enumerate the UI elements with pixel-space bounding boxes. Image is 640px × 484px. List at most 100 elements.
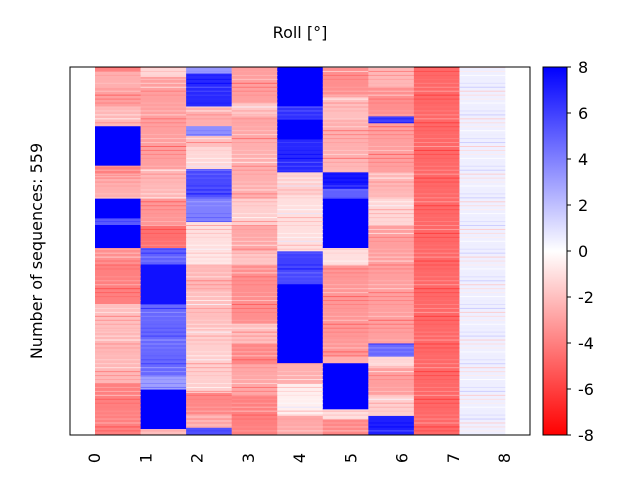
heatmap-stripe [368, 130, 415, 132]
heatmap-stripe [140, 363, 187, 365]
heatmap-stripe [322, 355, 369, 357]
heatmap-stripe [459, 327, 506, 329]
heatmap-stripe [140, 157, 187, 159]
heatmap-cell [140, 169, 187, 199]
heatmap-stripe [95, 268, 141, 270]
heatmap-stripe [459, 70, 506, 72]
heatmap-stripe [95, 379, 141, 381]
heatmap-stripe [186, 347, 232, 349]
heatmap-stripe [140, 382, 187, 384]
heatmap-stripe [231, 70, 278, 72]
heatmap-cell [322, 198, 369, 249]
heatmap-stripe [231, 288, 278, 290]
heatmap-stripe [186, 303, 232, 305]
heatmap-stripe [277, 394, 324, 396]
colorbar-tick-label: -8 [578, 426, 594, 445]
heatmap-stripe [186, 228, 232, 230]
heatmap-stripe [322, 347, 369, 349]
heatmap-stripe [95, 165, 141, 167]
heatmap-stripe [186, 142, 232, 144]
heatmap-stripe [322, 252, 369, 254]
heatmap-stripe [459, 118, 506, 120]
heatmap-stripe [231, 252, 278, 254]
heatmap-stripe [140, 126, 187, 128]
heatmap-stripe [95, 386, 141, 388]
heatmap-stripe [413, 426, 460, 428]
heatmap-stripe [95, 288, 141, 290]
heatmap-stripe [186, 284, 232, 286]
heatmap-cell [140, 67, 187, 78]
heatmap-stripe [231, 363, 278, 365]
colorbar-tick-label: 6 [578, 104, 588, 123]
heatmap-stripe [459, 201, 506, 203]
heatmap-cell [186, 330, 232, 364]
heatmap-stripe [231, 244, 278, 246]
heatmap-stripe [277, 264, 324, 266]
heatmap-stripe [186, 406, 232, 408]
heatmap-cell [277, 336, 324, 364]
heatmap-stripe [231, 260, 278, 262]
heatmap-stripe [186, 209, 232, 211]
heatmap-stripe [368, 422, 415, 424]
heatmap-stripe [322, 276, 369, 278]
heatmap-stripe [322, 268, 369, 270]
heatmap-stripe [322, 351, 369, 353]
heatmap-stripe [140, 327, 187, 329]
heatmap-stripe [95, 351, 141, 353]
heatmap-cell [368, 366, 415, 397]
heatmap-stripe [95, 307, 141, 309]
heatmap-stripe [322, 284, 369, 286]
heatmap-stripe [140, 213, 187, 215]
heatmap-cell [231, 67, 278, 104]
heatmap-stripe [322, 272, 369, 274]
heatmap-stripe [231, 217, 278, 219]
heatmap-stripe [231, 142, 278, 144]
heatmap-stripe [186, 300, 232, 302]
heatmap-stripe [140, 78, 187, 80]
heatmap-stripe [140, 197, 187, 199]
heatmap-stripe [277, 197, 324, 199]
heatmap-stripe [368, 375, 415, 377]
heatmap-stripe [368, 213, 415, 215]
heatmap-stripe [413, 272, 460, 274]
heatmap-stripe [231, 406, 278, 408]
heatmap-stripe [322, 110, 369, 112]
colorbar-tick-label: 8 [578, 58, 588, 77]
heatmap-stripe [277, 406, 324, 408]
heatmap-stripe [231, 311, 278, 313]
heatmap-stripe [231, 189, 278, 191]
heatmap-cell [186, 392, 232, 417]
heatmap-stripe [459, 86, 506, 88]
heatmap-stripe [368, 197, 415, 199]
heatmap-cells [95, 67, 506, 436]
heatmap-stripe [186, 122, 232, 124]
heatmap-stripe [459, 367, 506, 369]
heatmap-stripe [140, 189, 187, 191]
heatmap-stripe [140, 347, 187, 349]
heatmap-stripe [231, 272, 278, 274]
heatmap-stripe [413, 153, 460, 155]
heatmap-stripe [186, 185, 232, 187]
heatmap-cell [95, 198, 141, 219]
heatmap-stripe [459, 386, 506, 388]
heatmap-stripe [95, 221, 141, 223]
heatmap-stripe [413, 189, 460, 191]
heatmap-column-7 [413, 67, 460, 436]
heatmap-stripe [368, 248, 415, 250]
heatmap-cell [95, 106, 141, 127]
heatmap-cell [186, 415, 232, 429]
heatmap-stripe [322, 197, 369, 199]
heatmap-stripe [413, 157, 460, 159]
heatmap-stripe [368, 225, 415, 226]
heatmap-stripe [140, 386, 187, 388]
heatmap-stripe [231, 268, 278, 270]
heatmap-stripe [186, 177, 232, 179]
heatmap-stripe [459, 134, 506, 136]
heatmap-stripe [186, 288, 232, 290]
heatmap-stripe [322, 189, 369, 191]
heatmap-stripe [231, 74, 278, 76]
heatmap-stripe [231, 201, 278, 203]
heatmap-stripe [231, 300, 278, 302]
heatmap-stripe [95, 82, 141, 84]
heatmap-stripe [368, 406, 415, 408]
